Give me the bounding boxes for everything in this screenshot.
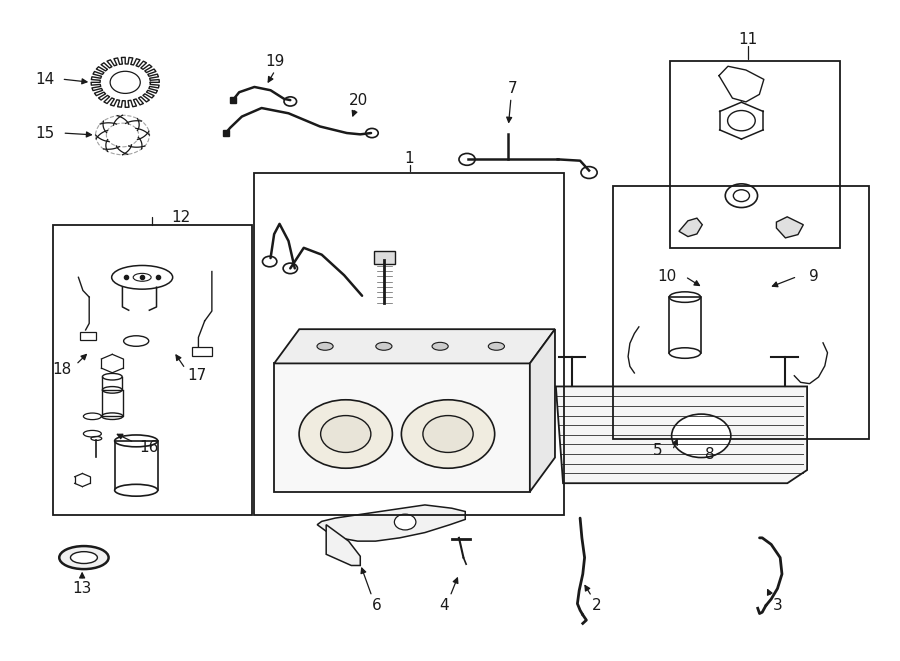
Text: 9: 9 [808,269,818,284]
Bar [255,173,564,515]
Ellipse shape [376,342,392,350]
Text: 20: 20 [349,93,368,108]
Polygon shape [317,505,465,541]
Ellipse shape [432,342,448,350]
Bar [613,186,869,439]
Bar [670,297,700,353]
Text: 6: 6 [372,598,382,613]
Text: 11: 11 [738,32,758,47]
Bar [670,61,841,249]
Polygon shape [556,387,807,483]
Polygon shape [326,525,360,565]
Bar [374,251,395,264]
Ellipse shape [670,348,700,358]
Circle shape [423,416,473,452]
Text: 2: 2 [591,598,601,613]
Ellipse shape [317,342,333,350]
Circle shape [320,416,371,452]
Bar [52,225,252,515]
Text: 1: 1 [405,151,414,165]
Ellipse shape [114,485,158,496]
Text: 17: 17 [187,368,207,383]
Ellipse shape [70,552,97,564]
Text: 14: 14 [35,71,54,87]
Bar [114,441,158,490]
Ellipse shape [59,546,109,569]
Circle shape [394,514,416,530]
Text: 4: 4 [439,598,448,613]
Text: 7: 7 [508,81,518,97]
Polygon shape [777,217,804,238]
Bar [192,347,211,356]
Circle shape [299,400,392,468]
Text: 18: 18 [53,362,72,377]
Text: 3: 3 [772,598,782,613]
Ellipse shape [489,342,505,350]
Text: 5: 5 [652,443,662,458]
Bar [274,364,530,492]
Polygon shape [274,329,555,364]
Text: 16: 16 [140,440,159,455]
Polygon shape [530,329,555,492]
Text: 12: 12 [171,210,191,225]
Circle shape [671,414,731,457]
Text: 13: 13 [73,581,92,596]
Bar [80,332,96,340]
Text: 19: 19 [266,54,284,69]
Text: 15: 15 [35,126,54,141]
Polygon shape [679,218,702,237]
Circle shape [401,400,495,468]
Text: 8: 8 [706,447,715,462]
Text: 10: 10 [658,269,677,284]
